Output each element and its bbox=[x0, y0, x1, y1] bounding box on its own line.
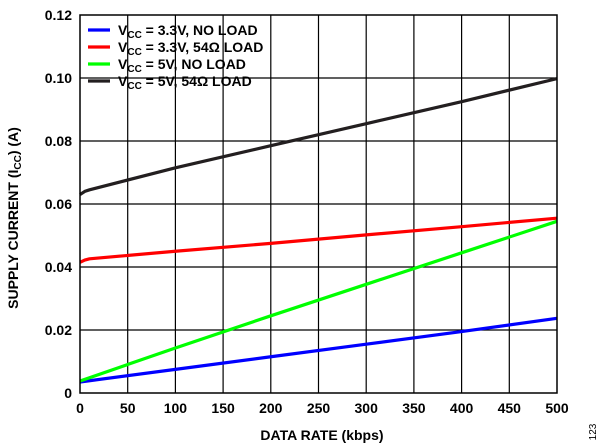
grid bbox=[80, 15, 557, 393]
x-axis-title: DATA RATE (kbps) bbox=[260, 427, 383, 443]
x-tick-label: 250 bbox=[307, 400, 331, 416]
legend-label: VCC = 3.3V, 54Ω LOAD bbox=[118, 39, 263, 58]
series-line-3 bbox=[79, 219, 558, 383]
legend-entry-3: VCC = 5V, NO LOAD bbox=[88, 56, 246, 75]
x-tick-label: 400 bbox=[450, 400, 474, 416]
y-tick-label: 0 bbox=[64, 385, 72, 401]
figure-number: 123 bbox=[588, 423, 599, 440]
y-axis-title: SUPPLY CURRENT (ICC) (A) bbox=[5, 127, 24, 309]
y-axis-title-main: SUPPLY CURRENT (I bbox=[5, 170, 21, 309]
x-tick-labels: 0 50 100 150 200 250 300 350 400 450 500 bbox=[76, 400, 569, 416]
legend-entry-4: VCC = 5V, 54Ω LOAD bbox=[88, 73, 252, 92]
x-tick-label: 500 bbox=[545, 400, 569, 416]
y-tick-label: 0.06 bbox=[45, 196, 72, 212]
series-line-4 bbox=[79, 77, 558, 196]
legend-entry-2: VCC = 3.3V, 54Ω LOAD bbox=[88, 39, 263, 58]
y-axis-title-sub: CC bbox=[13, 155, 24, 169]
y-tick-label: 0.12 bbox=[45, 7, 72, 23]
x-tick-label: 50 bbox=[120, 400, 136, 416]
y-axis-title-tail: ) (A) bbox=[5, 127, 21, 155]
y-tick-label: 0.08 bbox=[45, 133, 72, 149]
plot-frame bbox=[79, 14, 558, 394]
legend-label: VCC = 3.3V, NO LOAD bbox=[118, 22, 258, 41]
y-tick-label: 0.10 bbox=[45, 70, 72, 86]
x-tick-label: 0 bbox=[76, 400, 84, 416]
x-tick-label: 150 bbox=[211, 400, 235, 416]
legend-label: VCC = 5V, NO LOAD bbox=[118, 56, 246, 75]
series-line-1 bbox=[79, 316, 558, 384]
y-tick-label: 0.04 bbox=[45, 259, 72, 275]
x-tick-label: 200 bbox=[259, 400, 283, 416]
legend-label: VCC = 5V, 54Ω LOAD bbox=[118, 73, 252, 92]
series-lines bbox=[79, 77, 558, 384]
x-tick-label: 350 bbox=[402, 400, 426, 416]
legend-entry-1: VCC = 3.3V, NO LOAD bbox=[88, 22, 258, 41]
y-tick-labels: 0 0.02 0.04 0.06 0.08 0.10 0.12 bbox=[45, 7, 72, 401]
x-tick-label: 300 bbox=[355, 400, 379, 416]
series-line-2 bbox=[79, 216, 558, 264]
y-tick-label: 0.02 bbox=[45, 322, 72, 338]
x-tick-label: 100 bbox=[164, 400, 188, 416]
x-tick-label: 450 bbox=[498, 400, 522, 416]
